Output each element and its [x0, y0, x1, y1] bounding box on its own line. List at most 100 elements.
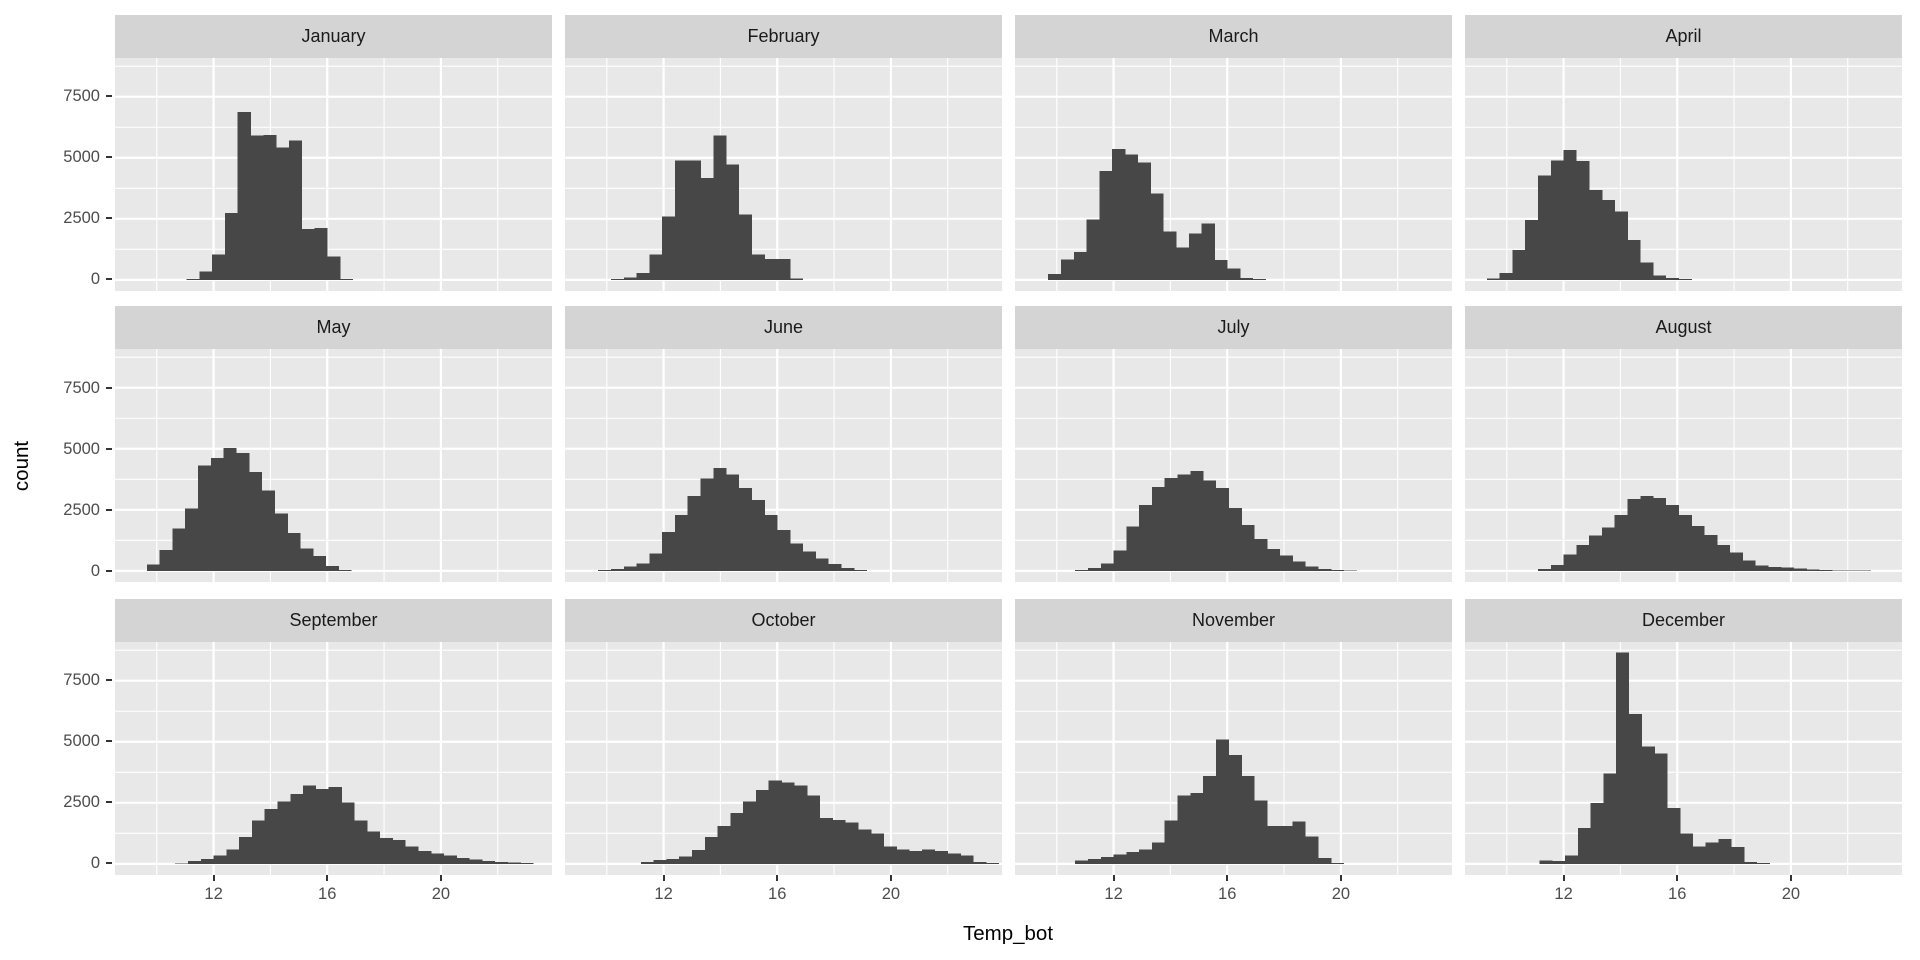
histogram-bar — [636, 563, 650, 571]
histogram-bar — [482, 860, 496, 864]
histogram-bar — [188, 860, 202, 864]
y-tick-label: 7500 — [63, 671, 100, 690]
facet-strip-october: October — [565, 598, 1002, 642]
histogram-bar — [288, 140, 302, 280]
histogram-bar — [1729, 552, 1743, 571]
x-tick-label: 16 — [1668, 884, 1687, 903]
histogram-bar — [520, 862, 534, 864]
y-tick-mark — [106, 386, 112, 389]
y-tick-label: 7500 — [63, 87, 100, 106]
histogram-bar — [367, 830, 381, 864]
histogram-bar — [674, 515, 689, 571]
histogram-bar — [1589, 189, 1603, 280]
histogram-bar — [1678, 515, 1692, 571]
histogram-bar — [960, 855, 974, 864]
facet-panel-september — [115, 641, 552, 875]
histogram-bar — [1627, 499, 1641, 571]
histogram-bar — [1254, 538, 1268, 571]
histogram-bar — [1525, 219, 1539, 280]
facet-panel-june — [565, 349, 1002, 583]
y-tick-mark — [106, 217, 112, 220]
histogram-bar — [1486, 278, 1500, 280]
histogram-bars-august — [1538, 496, 1871, 571]
histogram-bar — [726, 474, 740, 571]
histogram-bar — [1538, 175, 1552, 280]
histogram-bar — [1075, 859, 1089, 864]
histogram-bar — [1717, 545, 1731, 571]
histogram-bar — [1100, 563, 1114, 571]
histogram-bar — [1228, 754, 1242, 864]
histogram-bar — [713, 135, 727, 280]
facet-panel-august — [1465, 349, 1902, 583]
histogram-bar — [1201, 223, 1215, 280]
histogram-bar — [226, 848, 240, 864]
histogram-bars-april — [1486, 149, 1692, 280]
histogram-bar — [1565, 855, 1579, 864]
histogram-bar — [1640, 496, 1654, 571]
histogram-bar — [405, 845, 419, 864]
histogram-bar — [1150, 193, 1164, 280]
histogram-bar — [1614, 210, 1628, 280]
y-axis-title: count — [10, 440, 33, 492]
histogram-bar — [781, 782, 795, 864]
histogram-bar — [1576, 545, 1590, 571]
histogram-bar — [1227, 268, 1241, 280]
histogram-bar — [1616, 652, 1630, 864]
histogram-bar — [1292, 820, 1306, 864]
histogram-bar — [1075, 570, 1089, 571]
facet-strip-label: December — [1641, 609, 1726, 630]
facet-strip-label: April — [1665, 25, 1702, 46]
facet-strip-december: December — [1465, 598, 1902, 642]
histogram-bar — [1819, 570, 1833, 571]
histogram-bar — [263, 134, 277, 280]
histogram-bar — [653, 859, 667, 864]
histogram-bar — [743, 800, 757, 864]
x-tick-mark — [889, 874, 892, 881]
histogram-bar — [1254, 799, 1268, 864]
histogram-bar — [1704, 535, 1718, 571]
histogram-bar — [1163, 230, 1177, 280]
histogram-bar — [159, 549, 173, 571]
facet-strip-label: March — [1208, 25, 1259, 46]
histogram-bar — [1279, 555, 1293, 571]
histogram-bar — [250, 135, 264, 280]
histogram-bar — [755, 789, 770, 864]
histogram-bar — [934, 850, 949, 864]
facet-panel-july — [1015, 349, 1452, 583]
histogram-bar — [1499, 272, 1513, 280]
y-tick-mark — [106, 447, 112, 450]
histogram-bar — [973, 861, 987, 864]
histogram-bar — [649, 254, 663, 280]
histogram-bar — [1601, 199, 1616, 280]
x-tick-mark — [212, 874, 215, 881]
histogram-bar — [1640, 261, 1654, 280]
histogram-bar — [303, 785, 317, 864]
histogram-bar — [611, 278, 625, 280]
histogram-bar — [1614, 515, 1628, 571]
histogram-bar — [1188, 233, 1202, 280]
histogram-bar — [325, 566, 339, 571]
histogram-bar — [1126, 851, 1140, 864]
histogram-bar — [251, 819, 266, 864]
histogram-bar — [1061, 259, 1075, 280]
histogram-bar — [1590, 802, 1604, 864]
x-tick-mark — [1226, 874, 1229, 881]
histogram-bar — [1305, 835, 1319, 864]
histogram-bar — [494, 861, 508, 864]
facet-strip-label: June — [763, 317, 804, 338]
histogram-bar — [276, 147, 290, 280]
histogram-bar — [717, 825, 731, 864]
histogram-bar — [1214, 259, 1228, 280]
histogram-bar — [1240, 277, 1254, 280]
y-tick-mark — [106, 569, 112, 572]
histogram-bar — [172, 528, 186, 571]
histogram-bar — [1665, 277, 1679, 280]
histogram-bar — [1292, 561, 1306, 571]
histogram-bar — [197, 465, 212, 571]
histogram-bar — [300, 548, 314, 571]
x-tick-label: 20 — [1331, 884, 1351, 903]
histogram-bar — [790, 278, 804, 280]
histogram-bar — [1550, 565, 1564, 571]
histogram-bar — [239, 836, 253, 864]
histogram-bar — [341, 801, 355, 864]
